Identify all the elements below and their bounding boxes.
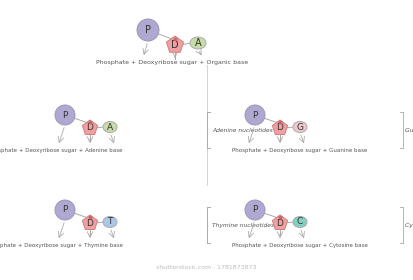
Polygon shape bbox=[273, 215, 287, 230]
Text: P: P bbox=[145, 25, 151, 35]
Ellipse shape bbox=[103, 122, 117, 132]
Text: Phosphate + Deoxyribose sugar + Guanine base: Phosphate + Deoxyribose sugar + Guanine … bbox=[233, 148, 368, 153]
Polygon shape bbox=[166, 36, 183, 52]
Ellipse shape bbox=[293, 216, 307, 227]
Ellipse shape bbox=[190, 37, 206, 49]
Text: C: C bbox=[297, 218, 303, 227]
Ellipse shape bbox=[293, 122, 307, 132]
Text: P: P bbox=[62, 111, 68, 120]
Text: D: D bbox=[171, 40, 179, 50]
Text: D: D bbox=[87, 218, 93, 227]
Circle shape bbox=[137, 19, 159, 41]
Text: D: D bbox=[277, 218, 283, 227]
Text: D: D bbox=[87, 123, 93, 132]
Text: P: P bbox=[252, 111, 258, 120]
Text: Adenine nucleotides: Adenine nucleotides bbox=[212, 127, 273, 132]
Text: Thymine nucleotides: Thymine nucleotides bbox=[212, 223, 274, 227]
Polygon shape bbox=[82, 215, 97, 230]
Text: G: G bbox=[297, 123, 304, 132]
Polygon shape bbox=[82, 120, 97, 134]
Circle shape bbox=[245, 105, 265, 125]
Text: Phosphate + Deoxyribose sugar + Thymine base: Phosphate + Deoxyribose sugar + Thymine … bbox=[0, 243, 123, 248]
Text: A: A bbox=[195, 38, 201, 48]
Polygon shape bbox=[273, 120, 287, 134]
Ellipse shape bbox=[103, 216, 117, 227]
Text: P: P bbox=[252, 206, 258, 214]
Circle shape bbox=[55, 200, 75, 220]
Text: Phosphate + Deoxyribose sugar + Cytosine base: Phosphate + Deoxyribose sugar + Cytosine… bbox=[232, 243, 368, 248]
Text: D: D bbox=[277, 123, 283, 132]
Text: A: A bbox=[107, 123, 113, 132]
Circle shape bbox=[55, 105, 75, 125]
Circle shape bbox=[245, 200, 265, 220]
Text: P: P bbox=[62, 206, 68, 214]
Text: Guanine nucleotides: Guanine nucleotides bbox=[405, 127, 413, 132]
Text: Phosphate + Deoxyribose sugar + Adenine base: Phosphate + Deoxyribose sugar + Adenine … bbox=[0, 148, 122, 153]
Text: T: T bbox=[107, 218, 113, 227]
Text: shutterstock.com · 1781873873: shutterstock.com · 1781873873 bbox=[156, 265, 256, 270]
Text: Phosphate + Deoxyribose sugar + Organic base: Phosphate + Deoxyribose sugar + Organic … bbox=[96, 60, 248, 65]
Text: Cytosine nucleotides: Cytosine nucleotides bbox=[405, 223, 413, 227]
